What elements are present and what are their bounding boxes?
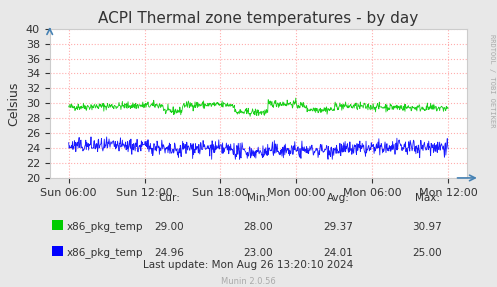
Text: x86_pkg_temp: x86_pkg_temp — [67, 221, 144, 232]
Text: 24.96: 24.96 — [154, 248, 184, 257]
Text: 25.00: 25.00 — [413, 248, 442, 257]
Title: ACPI Thermal zone temperatures - by day: ACPI Thermal zone temperatures - by day — [98, 11, 418, 26]
Text: 28.00: 28.00 — [244, 222, 273, 232]
Text: Cur:: Cur: — [158, 193, 180, 203]
Text: RRDTOOL / TOBI OETIKER: RRDTOOL / TOBI OETIKER — [489, 34, 495, 127]
Text: Max:: Max: — [415, 193, 440, 203]
Text: Munin 2.0.56: Munin 2.0.56 — [221, 277, 276, 286]
Text: 23.00: 23.00 — [244, 248, 273, 257]
Text: 30.97: 30.97 — [413, 222, 442, 232]
Text: x86_pkg_temp: x86_pkg_temp — [67, 247, 144, 258]
Text: 24.01: 24.01 — [323, 248, 353, 257]
Text: Min:: Min: — [248, 193, 269, 203]
Y-axis label: Celsius: Celsius — [7, 81, 20, 125]
Text: 29.00: 29.00 — [154, 222, 184, 232]
Text: Avg:: Avg: — [327, 193, 349, 203]
Text: Last update: Mon Aug 26 13:20:10 2024: Last update: Mon Aug 26 13:20:10 2024 — [143, 261, 354, 270]
Text: 29.37: 29.37 — [323, 222, 353, 232]
